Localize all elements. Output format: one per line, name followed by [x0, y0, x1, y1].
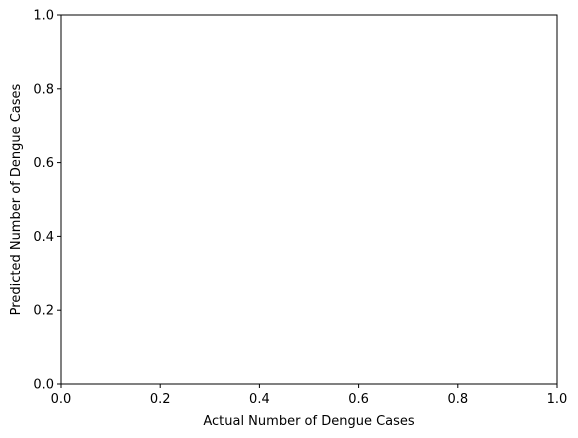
axes-frame: [60, 14, 558, 385]
x-tick-label: 0.2: [150, 392, 171, 407]
x-axis-label: Actual Number of Dengue Cases: [203, 414, 415, 429]
y-axis-ticks: 0.0 0.2 0.4 0.6 0.8 1.0: [33, 9, 61, 393]
x-tick-label: 0.6: [348, 392, 369, 407]
y-tick-label: 0.0: [33, 378, 54, 393]
x-tick-label: 1.0: [547, 392, 568, 407]
y-axis-label: Predicted Number of Dengue Cases: [9, 83, 24, 315]
x-tick-label: 0.0: [51, 392, 72, 407]
x-tick-label: 0.4: [249, 392, 270, 407]
y-tick-label: 0.2: [33, 304, 54, 319]
x-tick-label: 0.8: [447, 392, 468, 407]
y-tick-label: 0.6: [33, 156, 54, 171]
y-tick-label: 0.8: [33, 82, 54, 97]
y-tick-label: 0.4: [33, 230, 54, 245]
y-tick-label: 1.0: [33, 9, 54, 24]
x-axis-ticks: 0.0 0.2 0.4 0.6 0.8 1.0: [51, 384, 568, 407]
